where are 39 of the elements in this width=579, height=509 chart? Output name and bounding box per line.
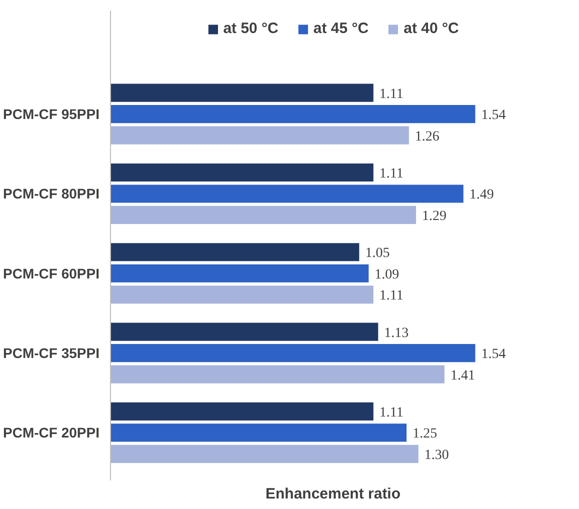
bar: [110, 243, 360, 262]
bar: [110, 264, 369, 282]
data-label: 1.25: [412, 426, 438, 442]
y-tick-label: PCM-CF 60PPI: [3, 265, 100, 282]
data-label: 1.54: [481, 108, 506, 124]
data-label: 1.41: [450, 368, 475, 384]
data-label: 1.11: [379, 166, 404, 182]
data-label: 1.30: [424, 448, 449, 463]
bar: [110, 163, 374, 182]
y-tick-label: PCM-CF 95PPI: [3, 106, 100, 122]
data-label: 1.11: [379, 86, 404, 102]
data-label: 1.29: [422, 208, 447, 224]
y-tick-label: PCM-CF 20PPI: [3, 424, 100, 441]
y-tick-label: PCM-CF 80PPI: [3, 186, 100, 202]
bar: [110, 126, 409, 144]
data-label: 1.09: [374, 267, 400, 282]
data-label: 1.13: [384, 326, 409, 341]
legend-label: at 40 °C: [404, 20, 459, 37]
bar: [110, 344, 476, 362]
data-label: 1.49: [469, 188, 494, 203]
y-tick-label: PCM-CF 35PPI: [3, 345, 100, 362]
bar: [110, 322, 378, 341]
bar: [110, 286, 374, 304]
bar: [110, 184, 464, 203]
legend-label: at 50 °C: [223, 20, 278, 37]
legend-label: at 45 °C: [313, 20, 369, 37]
data-label: 1.26: [414, 129, 440, 144]
x-axis-title: Enhancement ratio: [265, 486, 401, 502]
data-label: 1.11: [379, 288, 404, 304]
bar: [110, 105, 476, 124]
bar: [110, 84, 374, 102]
bar: [110, 402, 374, 420]
data-label: 1.05: [365, 246, 390, 262]
bar: [110, 444, 418, 463]
bar: [110, 424, 407, 442]
bar: [110, 365, 444, 384]
data-label: 1.54: [481, 347, 506, 362]
bar: [110, 206, 416, 224]
data-label: 1.11: [379, 405, 404, 420]
